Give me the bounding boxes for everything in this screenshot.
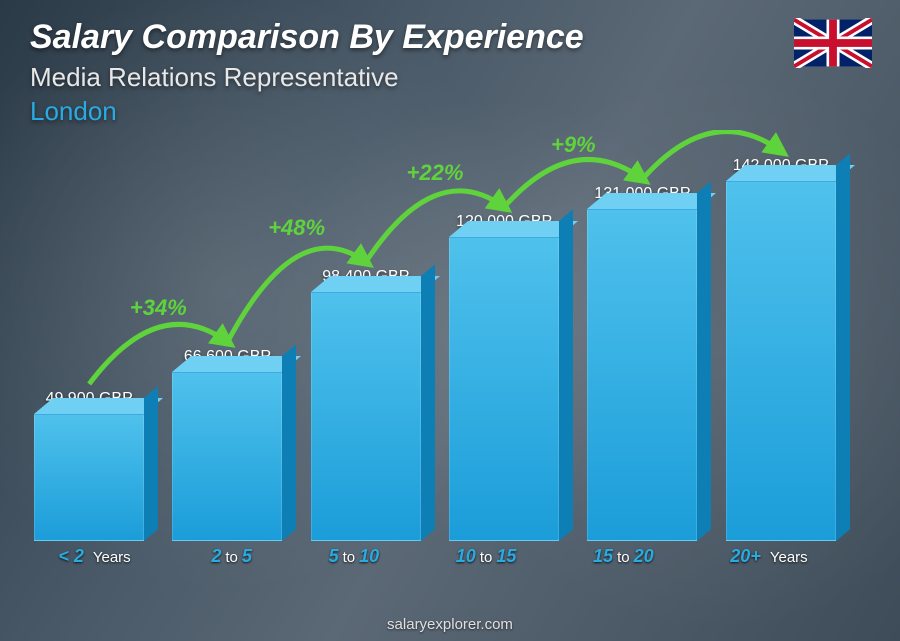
x-axis-label: 2to5 [211,546,252,567]
bar-col: 120,000 GBP [449,213,559,541]
x-axis-label: < 2 Years [58,546,134,567]
bar-col: 131,000 GBP [587,185,697,541]
bar [172,372,282,541]
bar [587,209,697,541]
x-axis: < 2 Years 2to5 5to10 10to15 15to20 20+ Years [20,541,850,571]
x-axis-label: 5to10 [329,546,380,567]
bar [726,181,836,541]
chart-stage: Salary Comparison By Experience Media Re… [0,0,900,641]
chart-title: Salary Comparison By Experience [30,18,584,57]
chart-bars: 49,900 GBP 66,600 GBP 98,400 GBP 120,000… [20,130,850,541]
bar [449,237,559,541]
x-axis-label: 20+ Years [730,546,811,567]
bar [34,414,144,541]
bar-col: 142,000 GBP [726,157,836,541]
chart-subtitle: Media Relations Representative [30,62,399,93]
bar [311,292,421,541]
chart-location: London [30,96,117,127]
bar-col: 66,600 GBP [172,348,282,541]
x-axis-label: 10to15 [456,546,517,567]
source-footer: salaryexplorer.com [0,616,900,633]
x-axis-label: 15to20 [593,546,654,567]
bar-col: 98,400 GBP [311,268,421,541]
bar-col: 49,900 GBP [34,390,144,541]
chart-area: 49,900 GBP 66,600 GBP 98,400 GBP 120,000… [20,130,850,571]
uk-flag-icon [794,18,872,68]
